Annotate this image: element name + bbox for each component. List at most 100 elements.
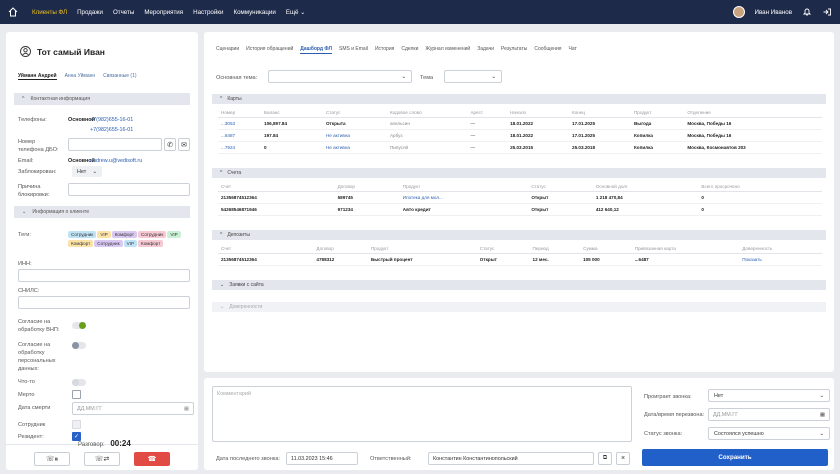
tab-9[interactable]: Сообщения [534,46,562,52]
calendar-icon[interactable]: ▦ [819,411,825,418]
cards-table: Номер Баланс Статус Кодовое слово Арест Начал… [218,108,822,154]
blocked-select[interactable]: Нет ⌄ [72,166,102,177]
snils-input[interactable] [18,296,190,309]
table-row[interactable]: 21356874512364 4788312 Быстрый процент Откр… [218,253,822,266]
bell-icon[interactable] [802,7,812,17]
hold-call-button[interactable]: ☏⏸ [34,452,70,466]
email-value[interactable]: andrew.u@vedisoft.ru [90,158,143,164]
dead-checkbox[interactable] [72,390,81,399]
table-cell[interactable]: Не активна [322,129,387,142]
calendar-icon[interactable]: ▦ [183,405,189,412]
table-row[interactable]: 54268546871946 971234 Авто кредит Открыт 412… [218,203,822,216]
comment-textarea[interactable]: Комментарий [212,386,632,442]
tab-related[interactable]: Связанные (1) [103,73,137,79]
dbo-phone-input[interactable] [68,138,162,151]
tab-10[interactable]: Чат [568,46,577,52]
table-cell[interactable]: ...7924 [218,141,262,154]
power-section-header[interactable]: ⌄ Доверенности [212,302,826,312]
table-row[interactable]: 21356874512364 589745 Ипотека для мол... От… [218,191,822,204]
tag-badge[interactable]: VIP [123,240,138,247]
recall-input[interactable]: ДД.ММ.ГГ ▦ [708,408,830,421]
tag-badge[interactable]: Сотрудник [138,231,167,238]
tab-2[interactable]: Дашборд ФЛ [300,46,333,54]
table-cell[interactable]: Не активна [322,141,387,154]
tag-badge[interactable]: Сотрудник [68,231,97,238]
tag-badge[interactable]: Комфорт [111,231,138,238]
result-label: Проиграет звонка: [644,394,692,400]
table-cell[interactable]: Ипотека для мол... [399,191,529,204]
tab-8[interactable]: Результаты [501,46,528,52]
nav-item-communications[interactable]: Коммуникации [233,8,276,16]
mail-button[interactable]: ✉ [178,138,190,151]
main-menu: Клиенты ФЛ Продажи Отчеты Мероприятия На… [32,9,305,16]
tag-badge[interactable]: VIP [167,231,181,238]
nav-item-clients[interactable]: Клиенты ФЛ [32,8,68,16]
status-select[interactable]: Состоялся успешно ⌄ [708,427,830,440]
info-section-header[interactable]: ⌄ Информация о клиенте [14,206,190,218]
cards-section-header[interactable]: ^ Карты [212,94,826,104]
open-responsible-button[interactable]: ⧉ [598,452,612,465]
table-cell[interactable]: ...6487 [218,129,262,142]
nav-item-reports[interactable]: Отчеты [112,8,135,16]
tab-client-2[interactable]: Анна Уйманн [64,73,96,79]
nav-item-sales[interactable]: Продажи [77,8,103,16]
user-name[interactable]: Иван Иванов [754,8,793,16]
death-date-input[interactable]: ДД.ММ.ГГ ▦ [72,402,194,415]
save-button[interactable]: Сохранить [642,449,828,466]
tag-badge[interactable]: Комфорт [68,240,94,247]
employee-checkbox[interactable] [72,420,81,429]
phone-call-button[interactable]: ✆ [164,138,176,151]
chevron-down-icon: ⌄ [401,73,406,80]
table-cell: 21356874512364 [218,253,314,266]
tab-7[interactable]: Задачи [477,46,494,52]
clear-responsible-button[interactable]: × [616,452,630,465]
consent-pd-toggle[interactable] [72,342,86,349]
phone-2[interactable]: +7(982)655-16-01 [90,127,134,133]
topic-select-2[interactable]: ⌄ [444,70,502,83]
consent-vnp-label: Согласие на обработку ВНП: [18,319,60,333]
logout-icon[interactable] [822,7,832,17]
consent-vnp-toggle[interactable] [72,322,86,329]
table-cell[interactable]: Показать [739,253,822,266]
tab-client-1[interactable]: Уйманн Андрей [18,73,57,80]
nav-item-events[interactable]: Мероприятия [144,8,184,16]
resident-checkbox[interactable]: ✓ [72,432,81,441]
something-toggle[interactable] [72,379,86,386]
table-cell: Авто кредит [399,203,529,216]
column-header: Сумма [580,244,632,254]
table-row[interactable]: ...3053 106,897.84 Открыта апельсин —18.01.2… [218,117,822,130]
tag-badge[interactable]: Сотрудник [94,240,123,247]
requests-section-header[interactable]: ⌄ Заявки с сайта [212,280,826,290]
transfer-call-button[interactable]: ☏⇄ [84,452,120,466]
client-header: Тот самый Иван [20,46,105,57]
contact-section-header[interactable]: ^ Контактная информация [14,93,190,105]
avatar[interactable] [732,6,745,18]
tag-badge[interactable]: VIP [97,231,111,238]
table-cell[interactable]: ...3053 [218,117,262,130]
accounts-section-header[interactable]: ^ Счета [212,168,826,178]
phone-1[interactable]: +7(982)655-16-01 [90,117,134,123]
nav-item-settings[interactable]: Настройки [193,8,224,16]
tab-5[interactable]: Сделки [401,46,419,52]
hangup-button[interactable]: ☎ [134,452,170,466]
tab-6[interactable]: Журнал изменений [425,46,471,52]
block-reason-input[interactable] [68,183,190,196]
table-cell: 197.84 [261,129,323,142]
table-row[interactable]: ...7924 0 Не активна Пипуслй —25.03.2015 25.0… [218,141,822,154]
tab-3[interactable]: SMS и Email [339,46,368,52]
inn-input[interactable] [18,269,190,282]
result-select[interactable]: Нет ⌄ [708,389,830,402]
responsible-input[interactable]: Константин Константинопольский [428,452,594,465]
table-cell: Пипуслй [386,141,468,154]
home-icon[interactable] [8,7,18,17]
tags-label: Теги: [18,232,31,238]
table-row[interactable]: ...6487 197.84 Не активна Арбуз —18.01.2022 1… [218,129,822,142]
topic-select[interactable]: ⌄ [268,70,412,83]
tab-0[interactable]: Сценарии [216,46,240,52]
last-call-input[interactable]: 11.03.2023 15:46 [286,452,358,465]
tag-badge[interactable]: Комфорт [138,240,164,247]
tab-4[interactable]: История [374,46,395,52]
tab-1[interactable]: История обращений [246,46,294,52]
deposits-section-header[interactable]: ^ Депозиты [212,230,826,240]
nav-item-more[interactable]: Ещё ⌄ [286,9,306,16]
